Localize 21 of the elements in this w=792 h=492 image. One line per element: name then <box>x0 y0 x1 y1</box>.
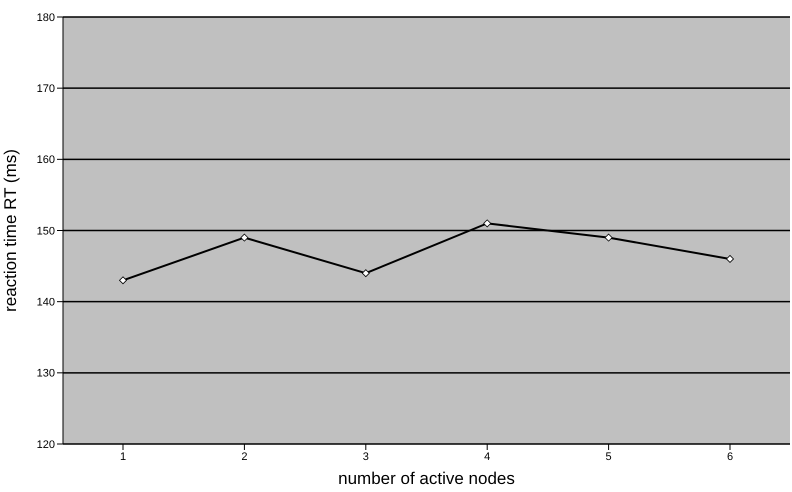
y-tick-label: 180 <box>36 12 55 24</box>
y-tick-label: 140 <box>36 296 55 309</box>
x-tick-label: 6 <box>726 450 734 463</box>
point <box>362 269 370 278</box>
y-tick-label: 120 <box>36 438 55 451</box>
point <box>604 234 612 242</box>
y-tick-label: 160 <box>36 154 55 166</box>
x-tick-label: 4 <box>484 450 490 463</box>
y-tick-label: 130 <box>36 368 55 380</box>
x-tick-label: 5 <box>606 450 612 463</box>
point <box>483 219 492 228</box>
x-tick-label: 2 <box>241 450 248 463</box>
y-axis-title: reaction time RT (ms) <box>1 149 20 312</box>
x-tick-label: 1 <box>120 450 126 463</box>
y-tick-label: 150 <box>36 225 55 238</box>
point <box>240 234 248 242</box>
point <box>726 255 734 263</box>
x-tick-label: 3 <box>362 450 369 463</box>
y-tick-label: 170 <box>36 83 55 96</box>
point <box>119 276 127 284</box>
x-axis-title: number of active nodes <box>338 469 515 488</box>
